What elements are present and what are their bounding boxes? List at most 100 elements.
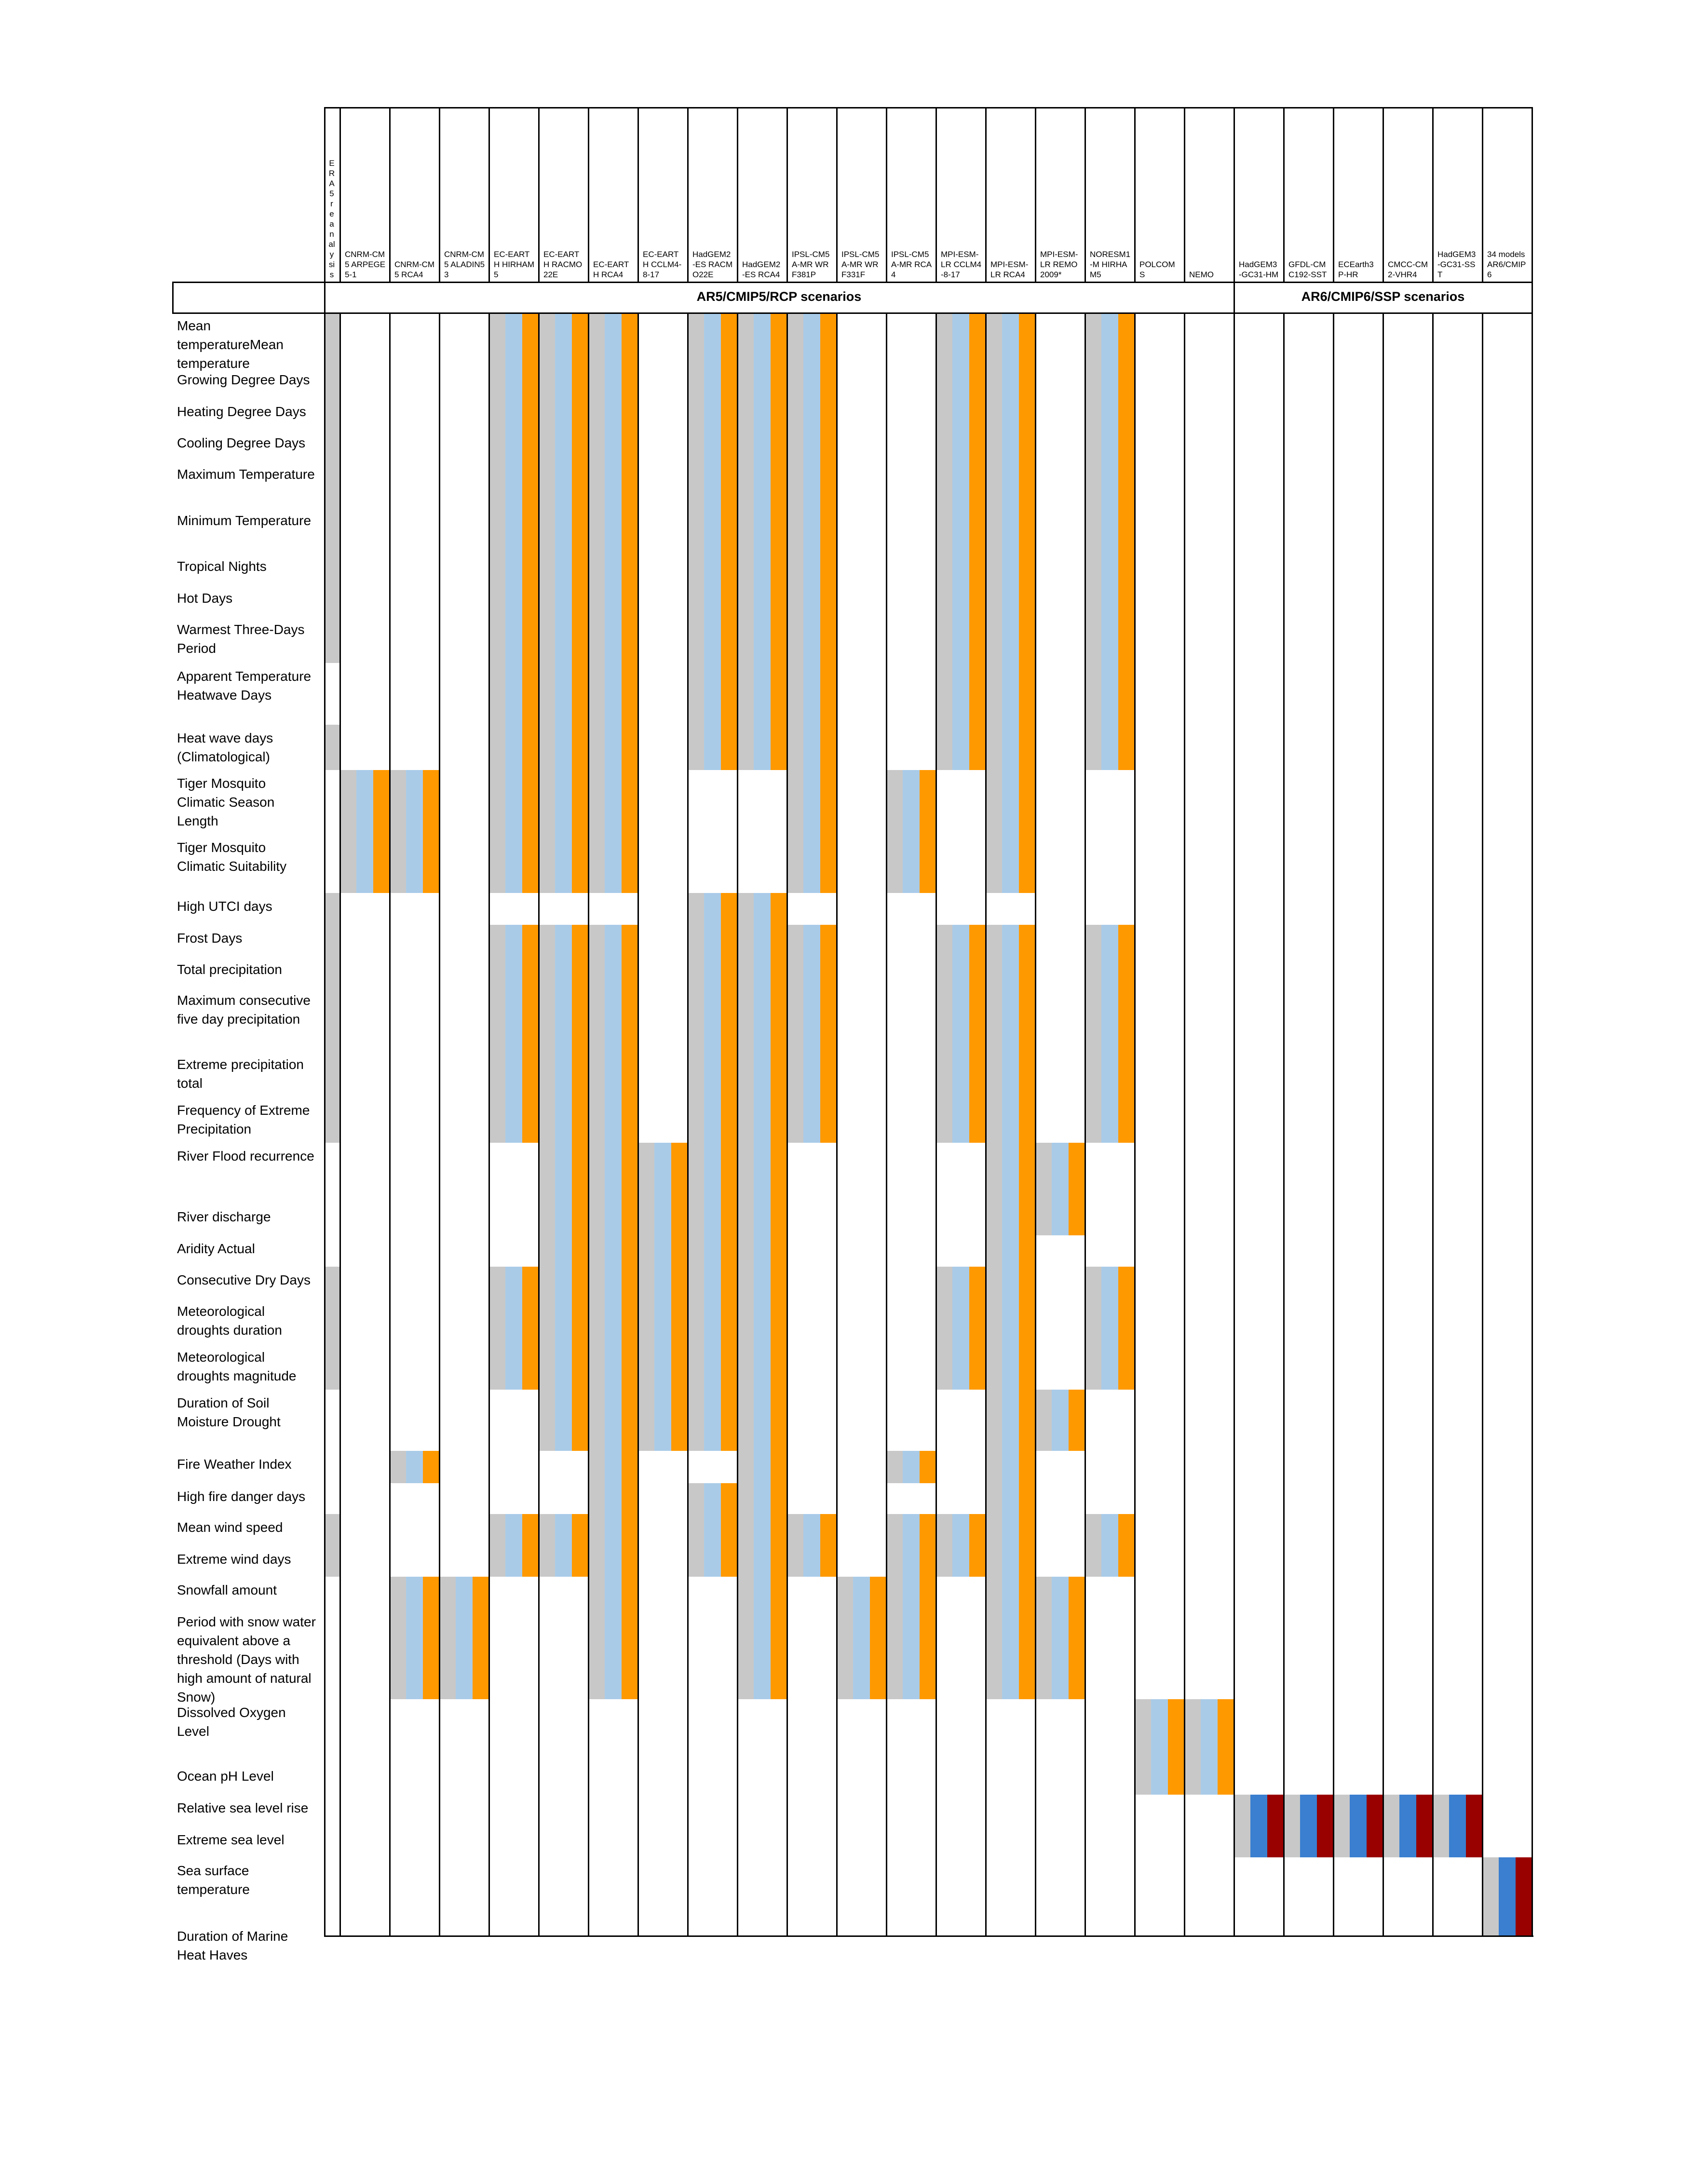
availability-segment bbox=[986, 925, 1003, 1699]
row-label: Meteorological droughts magnitude bbox=[177, 1350, 297, 1383]
availability-segment bbox=[969, 312, 986, 770]
col-border bbox=[786, 312, 788, 1937]
col-border bbox=[1383, 312, 1384, 1937]
scenario-band-top-border bbox=[172, 282, 1532, 283]
column-header-c24: 34 models AR6/CMIP6 bbox=[1482, 107, 1532, 280]
col-border bbox=[1482, 107, 1483, 282]
availability-segment bbox=[324, 1514, 340, 1577]
col-border bbox=[1283, 107, 1285, 282]
availability-segment bbox=[439, 1577, 456, 1699]
availability-segment bbox=[952, 925, 970, 1143]
col-border bbox=[439, 107, 440, 282]
availability-segment bbox=[406, 770, 423, 893]
row-label: Frost Days bbox=[177, 931, 243, 946]
column-header-label: CNRM-CM5 ALADIN53 bbox=[444, 250, 485, 279]
availability-segment bbox=[1449, 1795, 1466, 1857]
availability-segment bbox=[539, 312, 556, 893]
availability-segment bbox=[1085, 1514, 1102, 1577]
availability-segment bbox=[456, 1577, 473, 1699]
column-header-c4: EC-EARTH HIRHAM5 bbox=[489, 107, 539, 280]
availability-segment bbox=[688, 1483, 705, 1577]
row-label: Frequency of Extreme Precipitation bbox=[177, 1103, 310, 1136]
availability-segment bbox=[505, 1514, 523, 1577]
column-header-c14: MPI-ESM-LR RCA4 bbox=[986, 107, 1035, 280]
col-border bbox=[1532, 312, 1533, 1937]
row-label: Fire Weather Index bbox=[177, 1457, 292, 1472]
column-header-label: CMCC-CM2-VHR4 bbox=[1388, 260, 1428, 279]
availability-segment bbox=[406, 1451, 423, 1483]
availability-segment bbox=[1085, 1267, 1102, 1390]
availability-segment bbox=[754, 893, 771, 1699]
availability-segment bbox=[422, 1451, 440, 1483]
col-border bbox=[886, 107, 887, 282]
col-border bbox=[1184, 312, 1185, 1937]
row-label: High fire danger days bbox=[177, 1489, 306, 1504]
col-border bbox=[1333, 312, 1334, 1937]
col-border bbox=[389, 312, 391, 1937]
availability-segment bbox=[952, 1514, 970, 1577]
availability-segment bbox=[1035, 1577, 1052, 1699]
availability-segment bbox=[1002, 925, 1019, 1699]
availability-segment bbox=[1350, 1795, 1367, 1857]
availability-segment bbox=[1234, 1795, 1251, 1857]
col-border bbox=[1184, 107, 1185, 282]
availability-segment bbox=[1250, 1795, 1268, 1857]
availability-segment bbox=[422, 770, 440, 893]
availability-segment bbox=[605, 312, 622, 893]
availability-segment bbox=[1300, 1795, 1317, 1857]
availability-segment bbox=[969, 1514, 986, 1577]
col-border bbox=[985, 107, 987, 282]
header-top-border bbox=[324, 107, 1532, 108]
availability-segment bbox=[737, 893, 754, 1699]
column-header-label: EC-EARTH RACMO22E bbox=[543, 250, 583, 279]
row-label: Maximum Temperature bbox=[177, 467, 315, 482]
column-header-c10: IPSL-CM5A-MR WRF381P bbox=[787, 107, 837, 280]
availability-segment bbox=[1052, 1390, 1069, 1451]
availability-segment bbox=[936, 1267, 953, 1390]
availability-segment bbox=[324, 725, 340, 770]
availability-segment bbox=[820, 1514, 837, 1577]
col-border bbox=[1383, 107, 1384, 282]
availability-segment bbox=[704, 1483, 721, 1577]
col-border bbox=[1432, 107, 1434, 282]
availability-segment bbox=[340, 770, 357, 893]
availability-segment bbox=[886, 1514, 903, 1699]
availability-segment bbox=[803, 312, 821, 893]
availability-segment bbox=[737, 312, 754, 770]
col-border bbox=[1234, 107, 1235, 282]
row-label: River discharge bbox=[177, 1209, 271, 1224]
availability-segment bbox=[1101, 1514, 1119, 1577]
availability-segment bbox=[489, 1514, 506, 1577]
col-border bbox=[935, 107, 937, 282]
availability-segment bbox=[522, 312, 539, 893]
availability-segment bbox=[1085, 925, 1102, 1143]
row-label: Snowfall amount bbox=[177, 1582, 277, 1597]
column-header-c22: CMCC-CM2-VHR4 bbox=[1383, 107, 1433, 280]
row-label: Mean wind speed bbox=[177, 1520, 283, 1535]
column-header-label: NEMO bbox=[1189, 270, 1214, 279]
availability-segment bbox=[621, 312, 638, 893]
column-header-c16: NORESM1-M HIRHAM5 bbox=[1085, 107, 1135, 280]
column-header-c7: EC-EARTH CCLM4-8-17 bbox=[638, 107, 688, 280]
availability-segment bbox=[390, 1577, 407, 1699]
row-label: Consecutive Dry Days bbox=[177, 1272, 311, 1287]
availability-segment bbox=[903, 770, 920, 893]
row-label: Mean temperatureMean temperature bbox=[177, 318, 284, 371]
availability-segment bbox=[1515, 1857, 1532, 1935]
availability-segment bbox=[489, 1267, 506, 1390]
availability-segment bbox=[1018, 312, 1036, 893]
availability-segment bbox=[588, 312, 605, 893]
col-border bbox=[886, 312, 887, 1937]
availability-segment bbox=[869, 1577, 887, 1699]
col-border bbox=[1234, 312, 1235, 1937]
col-border bbox=[935, 312, 937, 1937]
availability-segment bbox=[1482, 1857, 1499, 1935]
availability-segment bbox=[688, 893, 705, 1451]
scenario-label: AR5/CMIP5/RCP scenarios bbox=[696, 289, 862, 304]
availability-segment bbox=[588, 925, 605, 1699]
scenario-band-bottom-border bbox=[172, 312, 1532, 314]
availability-segment bbox=[539, 1514, 556, 1577]
col-border bbox=[1084, 312, 1086, 1937]
row-label: Duration of Soil Moisture Drought bbox=[177, 1395, 281, 1429]
availability-segment bbox=[390, 1451, 407, 1483]
